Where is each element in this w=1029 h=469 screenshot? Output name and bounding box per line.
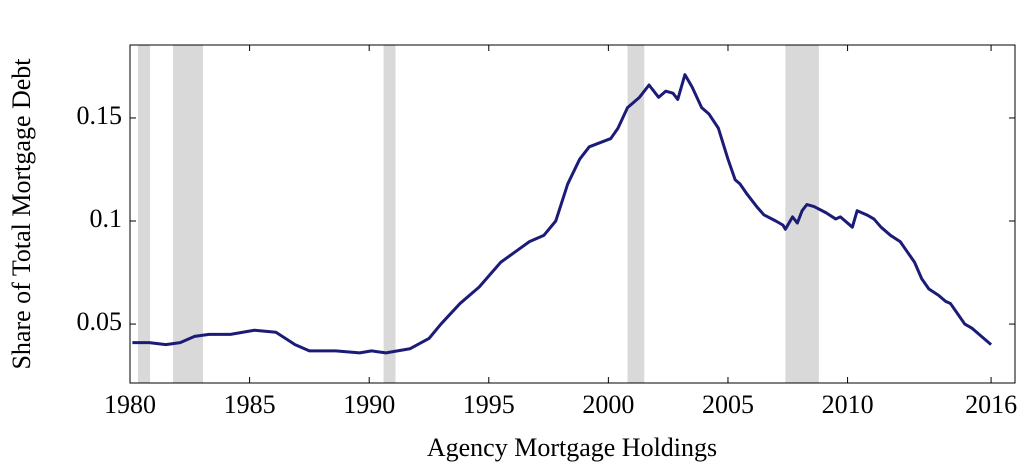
recession-band [173,45,203,383]
x-axis-label: Agency Mortgage Holdings [427,433,717,462]
plot-frame [129,44,1016,384]
x-tick-label: 1995 [463,390,515,419]
y-tick-label: 0.1 [90,204,123,233]
x-tick-label: 1990 [343,390,395,419]
x-tick-label: 2016 [965,390,1017,419]
x-tick-label: 2010 [822,390,874,419]
recession-band [137,45,151,383]
x-tick-label: 2005 [702,390,754,419]
y-axis-label: Share of Total Mortgage Debt [7,58,36,370]
x-tick-label: 2000 [582,390,634,419]
x-tick-label: 1985 [224,390,276,419]
x-tick-label: 1980 [104,390,156,419]
recession-band [627,45,645,383]
recession-band [383,45,396,383]
y-tick-label: 0.15 [77,101,123,130]
y-tick-label: 0.05 [77,307,123,336]
line-series [132,73,993,355]
